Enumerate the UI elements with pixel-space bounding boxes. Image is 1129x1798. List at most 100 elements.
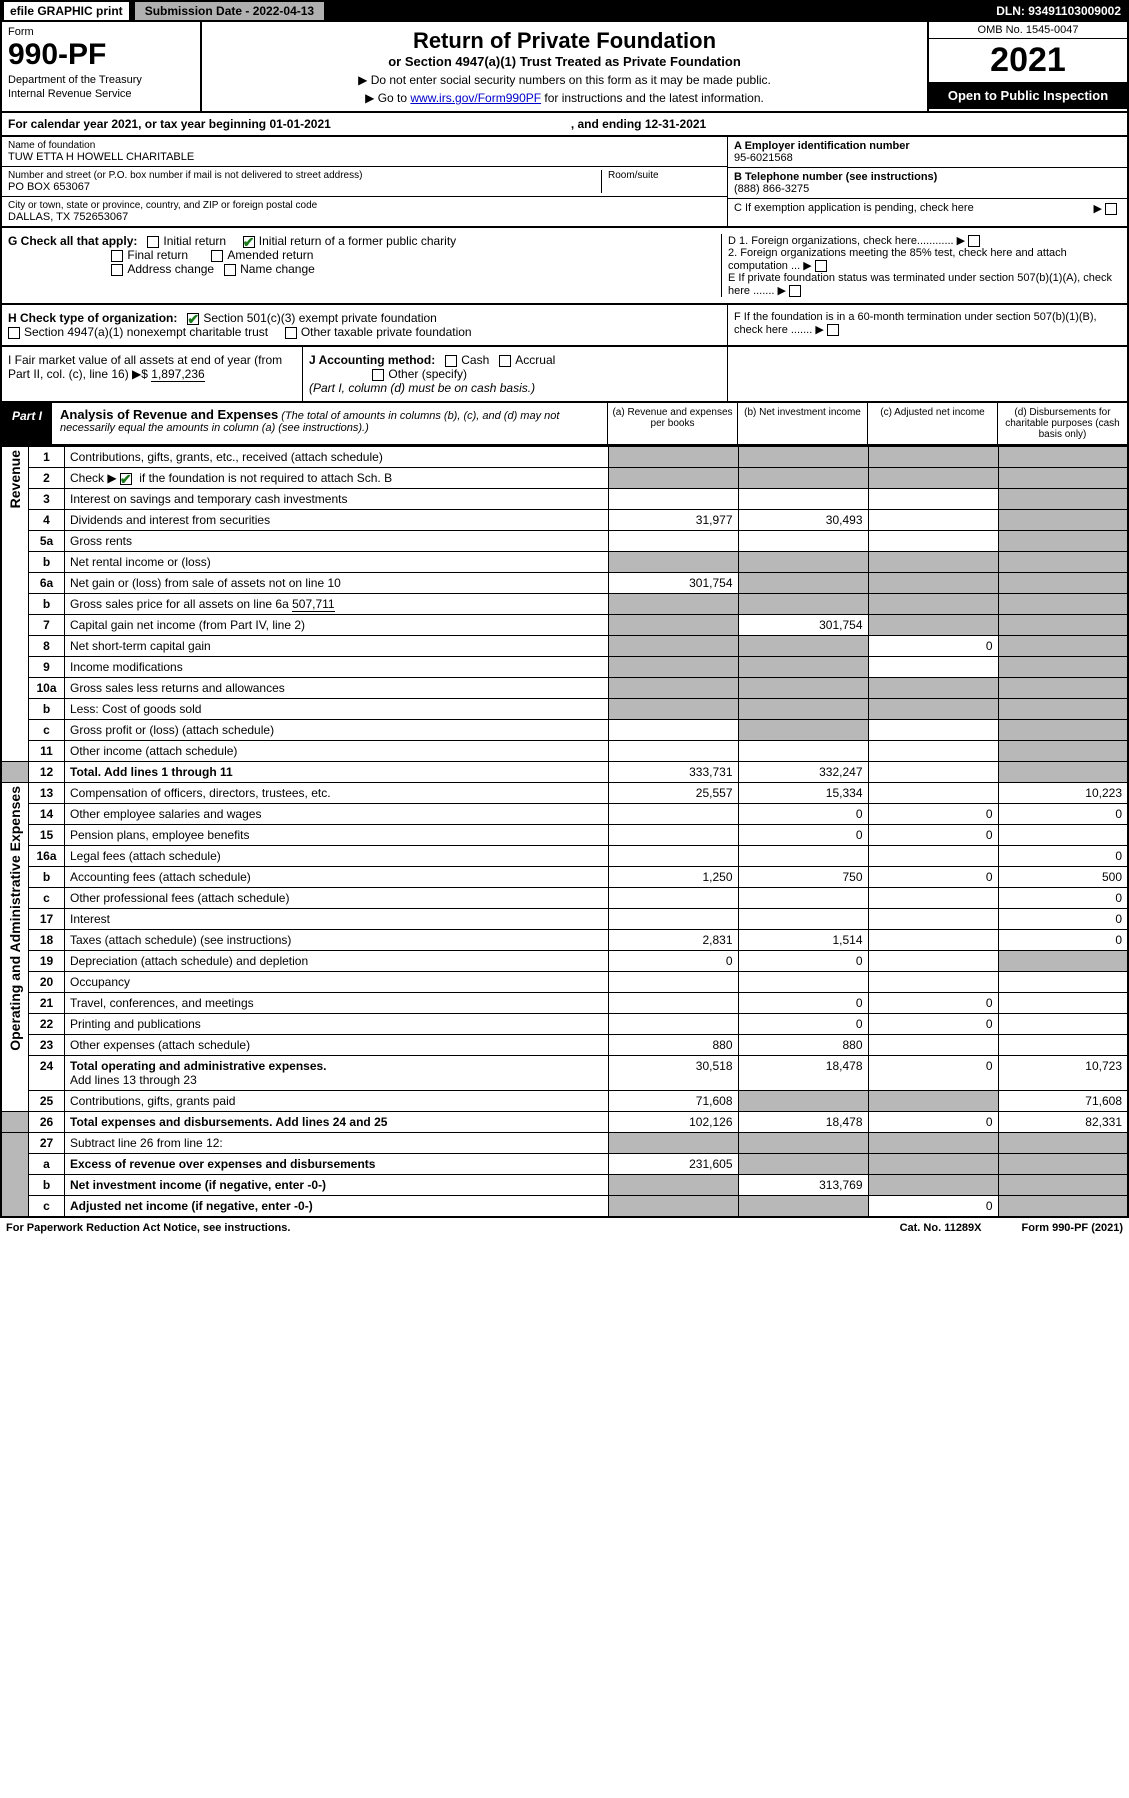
form-ref: Form 990-PF (2021) <box>1022 1222 1123 1234</box>
addr-label: Number and street (or P.O. box number if… <box>8 170 601 181</box>
name-change-cb[interactable] <box>224 264 236 276</box>
amended-return-cb[interactable] <box>211 250 223 262</box>
expenses-label: Operating and Administrative Expenses <box>7 786 23 1051</box>
row-11: Other income (attach schedule) <box>65 741 609 762</box>
row-12: Total. Add lines 1 through 11 <box>65 762 609 783</box>
exemption-checkbox[interactable] <box>1105 203 1117 215</box>
row-26: Total expenses and disbursements. Add li… <box>65 1112 609 1133</box>
part1-header: Part I Analysis of Revenue and Expenses … <box>0 403 1129 446</box>
dept-treasury: Department of the Treasury <box>8 74 194 86</box>
row-8: Net short-term capital gain <box>65 636 609 657</box>
form-number: 990-PF <box>8 38 194 72</box>
dept-irs: Internal Revenue Service <box>8 88 194 100</box>
section-h: H Check type of organization: Section 50… <box>0 305 1129 347</box>
row-27a: Excess of revenue over expenses and disb… <box>65 1154 609 1175</box>
d2-checkbox[interactable] <box>815 260 827 272</box>
e-checkbox[interactable] <box>789 285 801 297</box>
cash-cb[interactable] <box>445 355 457 367</box>
exemption-label: C If exemption application is pending, c… <box>734 202 974 214</box>
row-16a: Legal fees (attach schedule) <box>65 846 609 867</box>
cal-year-ending: , and ending 12-31-2021 <box>571 117 706 131</box>
row-21: Travel, conferences, and meetings <box>65 993 609 1014</box>
city-label: City or town, state or province, country… <box>8 200 721 211</box>
initial-return-cb[interactable] <box>147 236 159 248</box>
other-method-cb[interactable] <box>372 369 384 381</box>
section-i: I Fair market value of all assets at end… <box>0 347 1129 403</box>
cash-basis-note: (Part I, column (d) must be on cash basi… <box>309 381 535 395</box>
other-taxable-cb[interactable] <box>285 327 297 339</box>
row-7: Capital gain net income (from Part IV, l… <box>65 615 609 636</box>
e-label: E If private foundation status was termi… <box>728 272 1112 297</box>
revenue-label: Revenue <box>7 450 23 508</box>
h-label: H Check type of organization: <box>8 311 177 325</box>
row-13: Compensation of officers, directors, tru… <box>65 783 609 804</box>
row-27b: Net investment income (if negative, ente… <box>65 1175 609 1196</box>
501c3-cb[interactable] <box>187 313 199 325</box>
part1-title: Analysis of Revenue and Expenses <box>60 407 278 422</box>
row-3: Interest on savings and temporary cash i… <box>65 489 609 510</box>
irs-link[interactable]: www.irs.gov/Form990PF <box>410 91 541 105</box>
row-16b: Accounting fees (attach schedule) <box>65 867 609 888</box>
street-address: PO BOX 653067 <box>8 181 601 193</box>
addr-change-cb[interactable] <box>111 264 123 276</box>
row-9: Income modifications <box>65 657 609 678</box>
row-4: Dividends and interest from securities <box>65 510 609 531</box>
form-label: Form <box>8 26 194 38</box>
page-footer: For Paperwork Reduction Act Notice, see … <box>0 1218 1129 1238</box>
row-5b: Net rental income or (loss) <box>65 552 609 573</box>
row-27: Subtract line 26 from line 12: <box>65 1133 609 1154</box>
row-14: Other employee salaries and wages <box>65 804 609 825</box>
room-label: Room/suite <box>608 170 721 181</box>
form-note1: ▶ Do not enter social security numbers o… <box>212 73 917 87</box>
row-17: Interest <box>65 909 609 930</box>
accrual-cb[interactable] <box>499 355 511 367</box>
cat-no: Cat. No. 11289X <box>900 1222 982 1234</box>
sch-b-cb[interactable] <box>120 473 132 485</box>
name-label: Name of foundation <box>8 140 721 151</box>
paperwork-notice: For Paperwork Reduction Act Notice, see … <box>6 1222 290 1234</box>
ein-label: A Employer identification number <box>734 140 910 152</box>
section-g: G Check all that apply: Initial return I… <box>0 228 1129 305</box>
row-19: Depreciation (attach schedule) and deple… <box>65 951 609 972</box>
form-subtitle: or Section 4947(a)(1) Trust Treated as P… <box>212 54 917 69</box>
row-2: Check ▶ if the foundation is not require… <box>65 468 609 489</box>
final-return-cb[interactable] <box>111 250 123 262</box>
row-10b: Less: Cost of goods sold <box>65 699 609 720</box>
row-22: Printing and publications <box>65 1014 609 1035</box>
financial-table: Revenue 1Contributions, gifts, grants, e… <box>0 446 1129 1218</box>
d1-label: D 1. Foreign organizations, check here..… <box>728 235 954 247</box>
dln: DLN: 93491103009002 <box>996 4 1125 18</box>
omb-number: OMB No. 1545-0047 <box>929 22 1127 39</box>
open-to-public: Open to Public Inspection <box>929 82 1127 109</box>
row-24: Total operating and administrative expen… <box>65 1056 609 1091</box>
phone-value: (888) 866-3275 <box>734 183 809 195</box>
efile-badge: efile GRAPHIC print <box>4 2 129 20</box>
row-10a: Gross sales less returns and allowances <box>65 678 609 699</box>
d2-label: 2. Foreign organizations meeting the 85%… <box>728 247 1067 272</box>
row-6b: Gross sales price for all assets on line… <box>65 594 609 615</box>
d1-checkbox[interactable] <box>968 235 980 247</box>
form-note2: ▶ Go to www.irs.gov/Form990PF for instru… <box>212 91 917 105</box>
form-header: Form 990-PF Department of the Treasury I… <box>0 22 1129 113</box>
initial-former-cb[interactable] <box>243 236 255 248</box>
f-checkbox[interactable] <box>827 324 839 336</box>
row-27c: Adjusted net income (if negative, enter … <box>65 1196 609 1218</box>
top-bar: efile GRAPHIC print Submission Date - 20… <box>0 0 1129 22</box>
row-20: Occupancy <box>65 972 609 993</box>
ein-value: 95-6021568 <box>734 152 793 164</box>
row-25: Contributions, gifts, grants paid <box>65 1091 609 1112</box>
row-15: Pension plans, employee benefits <box>65 825 609 846</box>
f-label: F If the foundation is in a 60-month ter… <box>734 311 1097 336</box>
phone-label: B Telephone number (see instructions) <box>734 171 937 183</box>
form-title: Return of Private Foundation <box>212 28 917 54</box>
tax-year: 2021 <box>929 39 1127 82</box>
col-b-hdr: (b) Net investment income <box>737 403 867 444</box>
part1-label: Part I <box>2 403 52 444</box>
row-1: Contributions, gifts, grants, etc., rece… <box>65 447 609 468</box>
name-address-section: Name of foundation TUW ETTA H HOWELL CHA… <box>0 137 1129 228</box>
g-label: G Check all that apply: <box>8 234 137 248</box>
foundation-name: TUW ETTA H HOWELL CHARITABLE <box>8 151 721 163</box>
row-5a: Gross rents <box>65 531 609 552</box>
fmv-value: 1,897,236 <box>151 367 204 382</box>
4947-cb[interactable] <box>8 327 20 339</box>
